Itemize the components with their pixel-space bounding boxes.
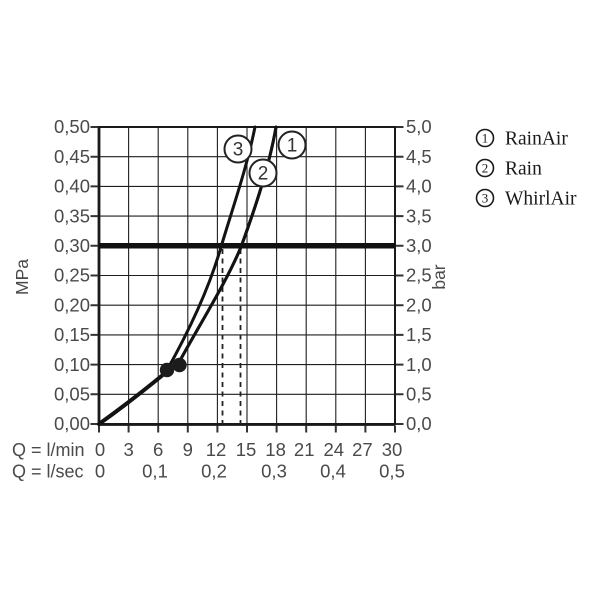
- curve-label-1: 1: [277, 130, 307, 160]
- y-right-tick-label: 4,0: [406, 176, 432, 197]
- x-lmin-tick-label: 30: [382, 439, 403, 460]
- y-right-tick-label: 2,0: [406, 294, 432, 315]
- curve-label-circle: [248, 158, 278, 188]
- curve-whirlair: [164, 125, 257, 374]
- y-left-tick-label: 0,00: [54, 413, 90, 434]
- operating-point-dot-1: [159, 362, 175, 378]
- y-right-tick-label: 4,5: [406, 146, 432, 167]
- y-right-tick-label: 1,5: [406, 324, 432, 345]
- y-right-tick-label: 2,5: [406, 265, 432, 286]
- legend-number: 1: [482, 131, 489, 146]
- legend-number: 3: [482, 191, 489, 206]
- y-right-axis-unit: bar: [429, 264, 449, 289]
- x-lmin-tick-label: 6: [153, 439, 163, 460]
- y-left-tick-label: 0,50: [54, 116, 90, 137]
- y-left-tick-label: 0,35: [54, 205, 90, 226]
- curve-label-3: 3: [223, 134, 253, 164]
- y-left-tick-label: 0,25: [54, 265, 90, 286]
- legend-item-whirlair: 3 WhirlAir: [475, 188, 577, 210]
- curve-label-number: 2: [258, 164, 269, 185]
- legend-number-circle: [475, 128, 495, 148]
- grid-lines: [99, 127, 395, 424]
- y-right-tick-label: 0,5: [406, 384, 432, 405]
- legend-label: RainAir: [505, 129, 568, 150]
- legend-number-circle: [475, 188, 495, 208]
- y-left-tick-label: 0,30: [54, 235, 90, 256]
- y-left-tick-label: 0,45: [54, 146, 90, 167]
- legend-label: WhirlAir: [505, 189, 577, 210]
- x-axis-lmin-row-label: Q = l/min: [12, 440, 85, 460]
- y-right-tick-label: 5,0: [406, 116, 432, 137]
- y-left-tick-label: 0,05: [54, 384, 90, 405]
- x-axis-lsec-row-label: Q = l/sec: [12, 462, 84, 482]
- curve-common-segment: [97, 367, 172, 426]
- y-right-tick-label: 3,5: [406, 205, 432, 226]
- x-lmin-tick-label: 0: [95, 439, 105, 460]
- x-lmin-tick-label: 27: [352, 439, 373, 460]
- curve-label-circle: [223, 134, 253, 164]
- legend-number: 2: [482, 161, 489, 176]
- x-lsec-tick-label: 0,3: [261, 461, 287, 482]
- operating-point-dot-2: [172, 357, 187, 373]
- x-lsec-tick-label: 0,4: [320, 461, 346, 482]
- y-left-tick-label: 0,15: [54, 324, 90, 345]
- y-right-tick-label: 0,0: [406, 413, 432, 434]
- y-left-tick-label: 0,40: [54, 176, 90, 197]
- curve-label-2: 2: [248, 158, 278, 188]
- y-right-tick-label: 3,0: [406, 235, 432, 256]
- x-lmin-tick-label: 12: [206, 439, 227, 460]
- x-lsec-tick-label: 0,2: [201, 461, 227, 482]
- axis-ticks-left: [90, 126, 98, 425]
- legend-number-circle: [475, 158, 495, 178]
- y-right-tick-label: 1,0: [406, 354, 432, 375]
- x-lmin-tick-label: 9: [183, 439, 193, 460]
- x-lmin-tick-label: 3: [123, 439, 133, 460]
- y-left-axis-unit: MPa: [12, 259, 32, 295]
- legend: 1 RainAir 2 Rain 3 WhirlAir: [475, 128, 577, 210]
- x-lsec-tick-label: 0,5: [379, 461, 405, 482]
- curve-label-circle: [277, 130, 307, 160]
- x-lmin-tick-label: 15: [236, 439, 257, 460]
- x-lmin-tick-label: 21: [294, 439, 315, 460]
- curve-label-number: 3: [233, 140, 244, 161]
- axis-ticks-right: [396, 126, 404, 425]
- y-left-tick-label: 0,20: [54, 294, 90, 315]
- x-lsec-tick-label: 0,1: [142, 461, 168, 482]
- x-lsec-tick-label: 0: [95, 461, 105, 482]
- y-left-tick-label: 0,10: [54, 354, 90, 375]
- legend-item-rain: 2 Rain: [475, 158, 542, 180]
- curve-label-number: 1: [287, 136, 298, 157]
- x-lmin-tick-label: 24: [324, 439, 345, 460]
- legend-item-rainair: 1 RainAir: [475, 128, 568, 150]
- axis-ticks-bottom: [98, 425, 396, 433]
- legend-label: Rain: [505, 159, 542, 180]
- x-lmin-tick-label: 18: [265, 439, 286, 460]
